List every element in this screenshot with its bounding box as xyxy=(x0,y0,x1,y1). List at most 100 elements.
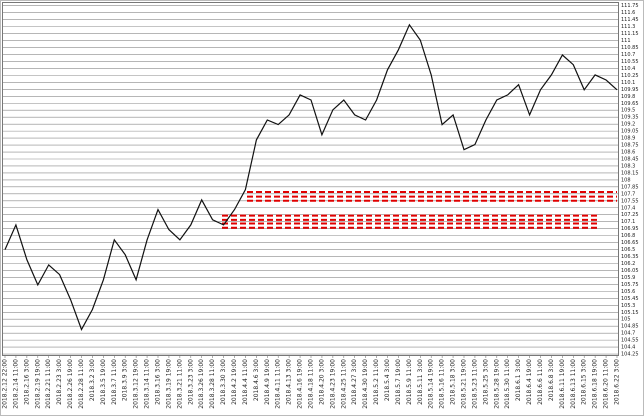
x-tick-label: 2018.4.4 11:00 xyxy=(242,359,249,405)
y-tick-label: 108.6 xyxy=(621,150,635,156)
x-tick-label: 2018.5.14 19:00 xyxy=(428,359,435,409)
x-tick-label: 2018.3.16 3:00 xyxy=(155,359,162,405)
y-tick-label: 109.65 xyxy=(621,101,639,107)
x-tick-label: 2018.5.28 19:00 xyxy=(493,359,500,409)
y-tick-label: 107.25 xyxy=(621,212,639,218)
y-tick-label: 110.55 xyxy=(621,59,639,65)
x-tick-label: 2018.5.11 3:00 xyxy=(417,359,424,405)
x-tick-label: 2018.5.21 19:00 xyxy=(461,359,468,409)
y-tick-label: 105.9 xyxy=(621,275,635,281)
x-tick-label: 2018.6.6 11:00 xyxy=(537,359,544,405)
y-tick-label: 105.3 xyxy=(621,303,635,309)
y-tick-label: 110.85 xyxy=(621,45,639,51)
y-tick-label: 107.7 xyxy=(621,191,635,197)
x-tick-label: 2018.6.18 19:00 xyxy=(592,359,599,409)
x-tick-label: 2018.4.18 11:00 xyxy=(308,359,315,409)
y-tick-label: 107.55 xyxy=(621,198,639,204)
y-tick-label: 108.3 xyxy=(621,163,635,169)
y-tick-label: 106.95 xyxy=(621,226,639,232)
y-tick-label: 105.45 xyxy=(621,296,639,302)
x-tick-label: 2018.3.26 19:00 xyxy=(198,359,205,409)
x-tick-label: 2018.5.25 3:00 xyxy=(482,359,489,405)
x-tick-label: 2018.2.12 22:00 xyxy=(2,359,9,409)
y-tick-label: 105 xyxy=(621,317,631,323)
y-tick-label: 110.7 xyxy=(621,52,635,58)
x-tick-label: 2018.5.18 3:00 xyxy=(450,359,457,405)
price-line xyxy=(4,23,618,331)
y-tick-label: 111.75 xyxy=(621,3,639,9)
y-tick-label: 108.75 xyxy=(621,143,639,149)
x-tick-label: 2018.5.9 11:00 xyxy=(406,359,413,405)
x-tick-label: 2018.4.11 11:00 xyxy=(275,359,282,409)
y-tick-label: 107.85 xyxy=(621,184,639,190)
y-tick-label: 105.6 xyxy=(621,289,635,295)
y-tick-label: 108.15 xyxy=(621,170,639,176)
y-tick-label: 104.85 xyxy=(621,324,639,330)
y-tick-label: 106.5 xyxy=(621,247,635,253)
x-tick-label: 2018.3.5 19:00 xyxy=(100,359,107,405)
x-tick-label: 2018.2.23 3:00 xyxy=(56,359,63,405)
x-tick-label: 2018.4.23 19:00 xyxy=(329,359,336,409)
x-tick-label: 2018.4.27 3:00 xyxy=(351,359,358,405)
y-tick-label: 110.1 xyxy=(621,80,635,86)
y-tick-label: 109.8 xyxy=(621,94,635,100)
y-tick-label: 105.75 xyxy=(621,282,639,288)
x-tick-label: 2018.2.21 11:00 xyxy=(45,359,52,409)
x-tick-label: 2018.4.30 19:00 xyxy=(362,359,369,409)
plot-area xyxy=(2,2,619,356)
x-tick-label: 2018.5.7 19:00 xyxy=(395,359,402,405)
y-tick-label: 107.1 xyxy=(621,219,635,225)
y-tick-label: 106.35 xyxy=(621,254,639,260)
x-tick-label: 2018.2.19 19:00 xyxy=(34,359,41,409)
x-tick-label: 2018.3.30 3:00 xyxy=(220,359,227,405)
x-tick-label: 2018.4.6 3:00 xyxy=(253,359,260,401)
x-tick-label: 2018.2.14 11:00 xyxy=(12,359,19,409)
x-tick-label: 2018.6.8 3:00 xyxy=(548,359,555,401)
y-tick-label: 111.15 xyxy=(621,31,639,37)
x-tick-label: 2018.6.20 11:00 xyxy=(603,359,610,409)
y-tick-label: 106.8 xyxy=(621,233,635,239)
y-tick-label: 104.7 xyxy=(621,331,635,337)
y-tick-label: 106.65 xyxy=(621,240,639,246)
x-tick-label: 2018.3.19 19:00 xyxy=(165,359,172,409)
x-tick-label: 2018.5.16 11:00 xyxy=(439,359,446,409)
x-tick-label: 2018.6.15 3:00 xyxy=(581,359,588,405)
x-tick-label: 2018.4.20 3:00 xyxy=(318,359,325,405)
x-tick-label: 2018.6.22 3:00 xyxy=(614,359,621,405)
y-tick-label: 108.45 xyxy=(621,156,639,162)
x-tick-label: 2018.3.23 3:00 xyxy=(187,359,194,405)
y-tick-label: 105.15 xyxy=(621,310,639,316)
x-tick-label: 2018.4.13 3:00 xyxy=(286,359,293,405)
x-tick-label: 2018.3.7 11:00 xyxy=(111,359,118,405)
y-tick-label: 111 xyxy=(621,38,631,44)
y-tick-label: 108 xyxy=(621,177,631,183)
x-tick-label: 2018.2.28 11:00 xyxy=(78,359,85,409)
x-tick-label: 2018.3.12 19:00 xyxy=(133,359,140,409)
x-tick-label: 2018.5.23 11:00 xyxy=(471,359,478,409)
x-tick-label: 2018.4.9 19:00 xyxy=(264,359,271,405)
x-tick-label: 2018.3.9 3:00 xyxy=(122,359,129,401)
y-tick-label: 107.4 xyxy=(621,205,635,211)
x-tick-label: 2018.2.26 19:00 xyxy=(67,359,74,409)
y-tick-label: 109.2 xyxy=(621,122,635,128)
x-tick-label: 2018.3.21 11:00 xyxy=(176,359,183,409)
x-tick-label: 2018.6.11 19:00 xyxy=(559,359,566,409)
x-tick-label: 2018.4.16 19:00 xyxy=(297,359,304,409)
y-tick-label: 108.9 xyxy=(621,136,635,142)
x-tick-label: 2018.5.2 11:00 xyxy=(373,359,380,405)
y-tick-label: 104.55 xyxy=(621,338,639,344)
x-tick-label: 2018.6.1 3:00 xyxy=(515,359,522,401)
y-tick-label: 111.3 xyxy=(621,24,635,30)
y-tick-label: 109.5 xyxy=(621,108,635,114)
x-tick-label: 2018.5.30 11:00 xyxy=(504,359,511,409)
x-tick-label: 2018.4.2 19:00 xyxy=(231,359,238,405)
y-tick-label: 106.2 xyxy=(621,261,635,267)
y-tick-label: 109.95 xyxy=(621,87,639,93)
y-tick-label: 109.35 xyxy=(621,115,639,121)
x-tick-label: 2018.4.25 11:00 xyxy=(340,359,347,409)
y-tick-label: 104.4 xyxy=(621,345,635,351)
y-tick-label: 104.25 xyxy=(621,352,639,358)
x-tick-label: 2018.3.2 3:00 xyxy=(89,359,96,401)
y-tick-label: 110.4 xyxy=(621,66,635,72)
